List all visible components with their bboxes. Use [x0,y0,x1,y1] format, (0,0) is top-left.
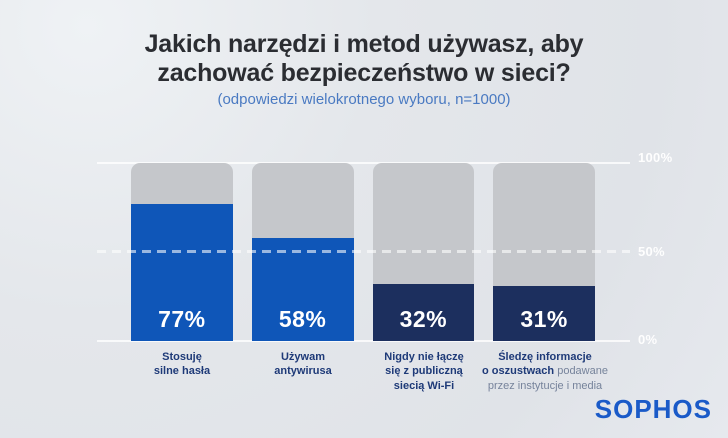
chart-subtitle: (odpowiedzi wielokrotnego wyboru, n=1000… [217,91,511,108]
caption-bold-text: Stosuję silne hasła [153,351,211,378]
gridline-100pct [97,162,630,164]
bar-fill: 77% [131,203,233,341]
bar-fill: 32% [372,284,475,341]
bar-caption-scam-info: Śledzę informacje o oszustwach podawane … [470,350,620,393]
bar-value-label: 32% [399,306,448,332]
bar-value-label: 58% [278,306,327,332]
caption-bold-text: Śledzę informacje o oszustwach [482,351,592,378]
ytick-0: 0% [638,332,658,347]
caption-regular-text: podawane przez instytucje i media [487,365,608,392]
gridline-0pct [97,340,630,342]
ytick-50: 50% [638,244,665,259]
bar-fill: 58% [251,237,354,341]
bar-value-label: 77% [158,306,206,332]
chart-title: Jakich narzędzi i metod używasz, aby zac… [144,30,584,87]
bar-caption-antivirus: Używam antywirusa [228,350,378,379]
sophos-logo: SOPHOS [594,394,712,424]
plot-area [97,162,630,342]
reference-line-50pct [97,250,630,253]
bar-caption-public-wifi: Nigdy nie łączę się z publiczną siecią W… [349,350,499,393]
ytick-100: 100% [638,150,673,165]
caption-bold-text: Nigdy nie łączę się z publiczną siecią W… [384,351,464,392]
bar-caption-strong-passwords: Stosuję silne hasła [107,350,257,379]
caption-bold-text: Używam antywirusa [274,351,332,378]
bar-value-label: 31% [520,306,568,332]
bar-fill: 31% [493,285,595,341]
